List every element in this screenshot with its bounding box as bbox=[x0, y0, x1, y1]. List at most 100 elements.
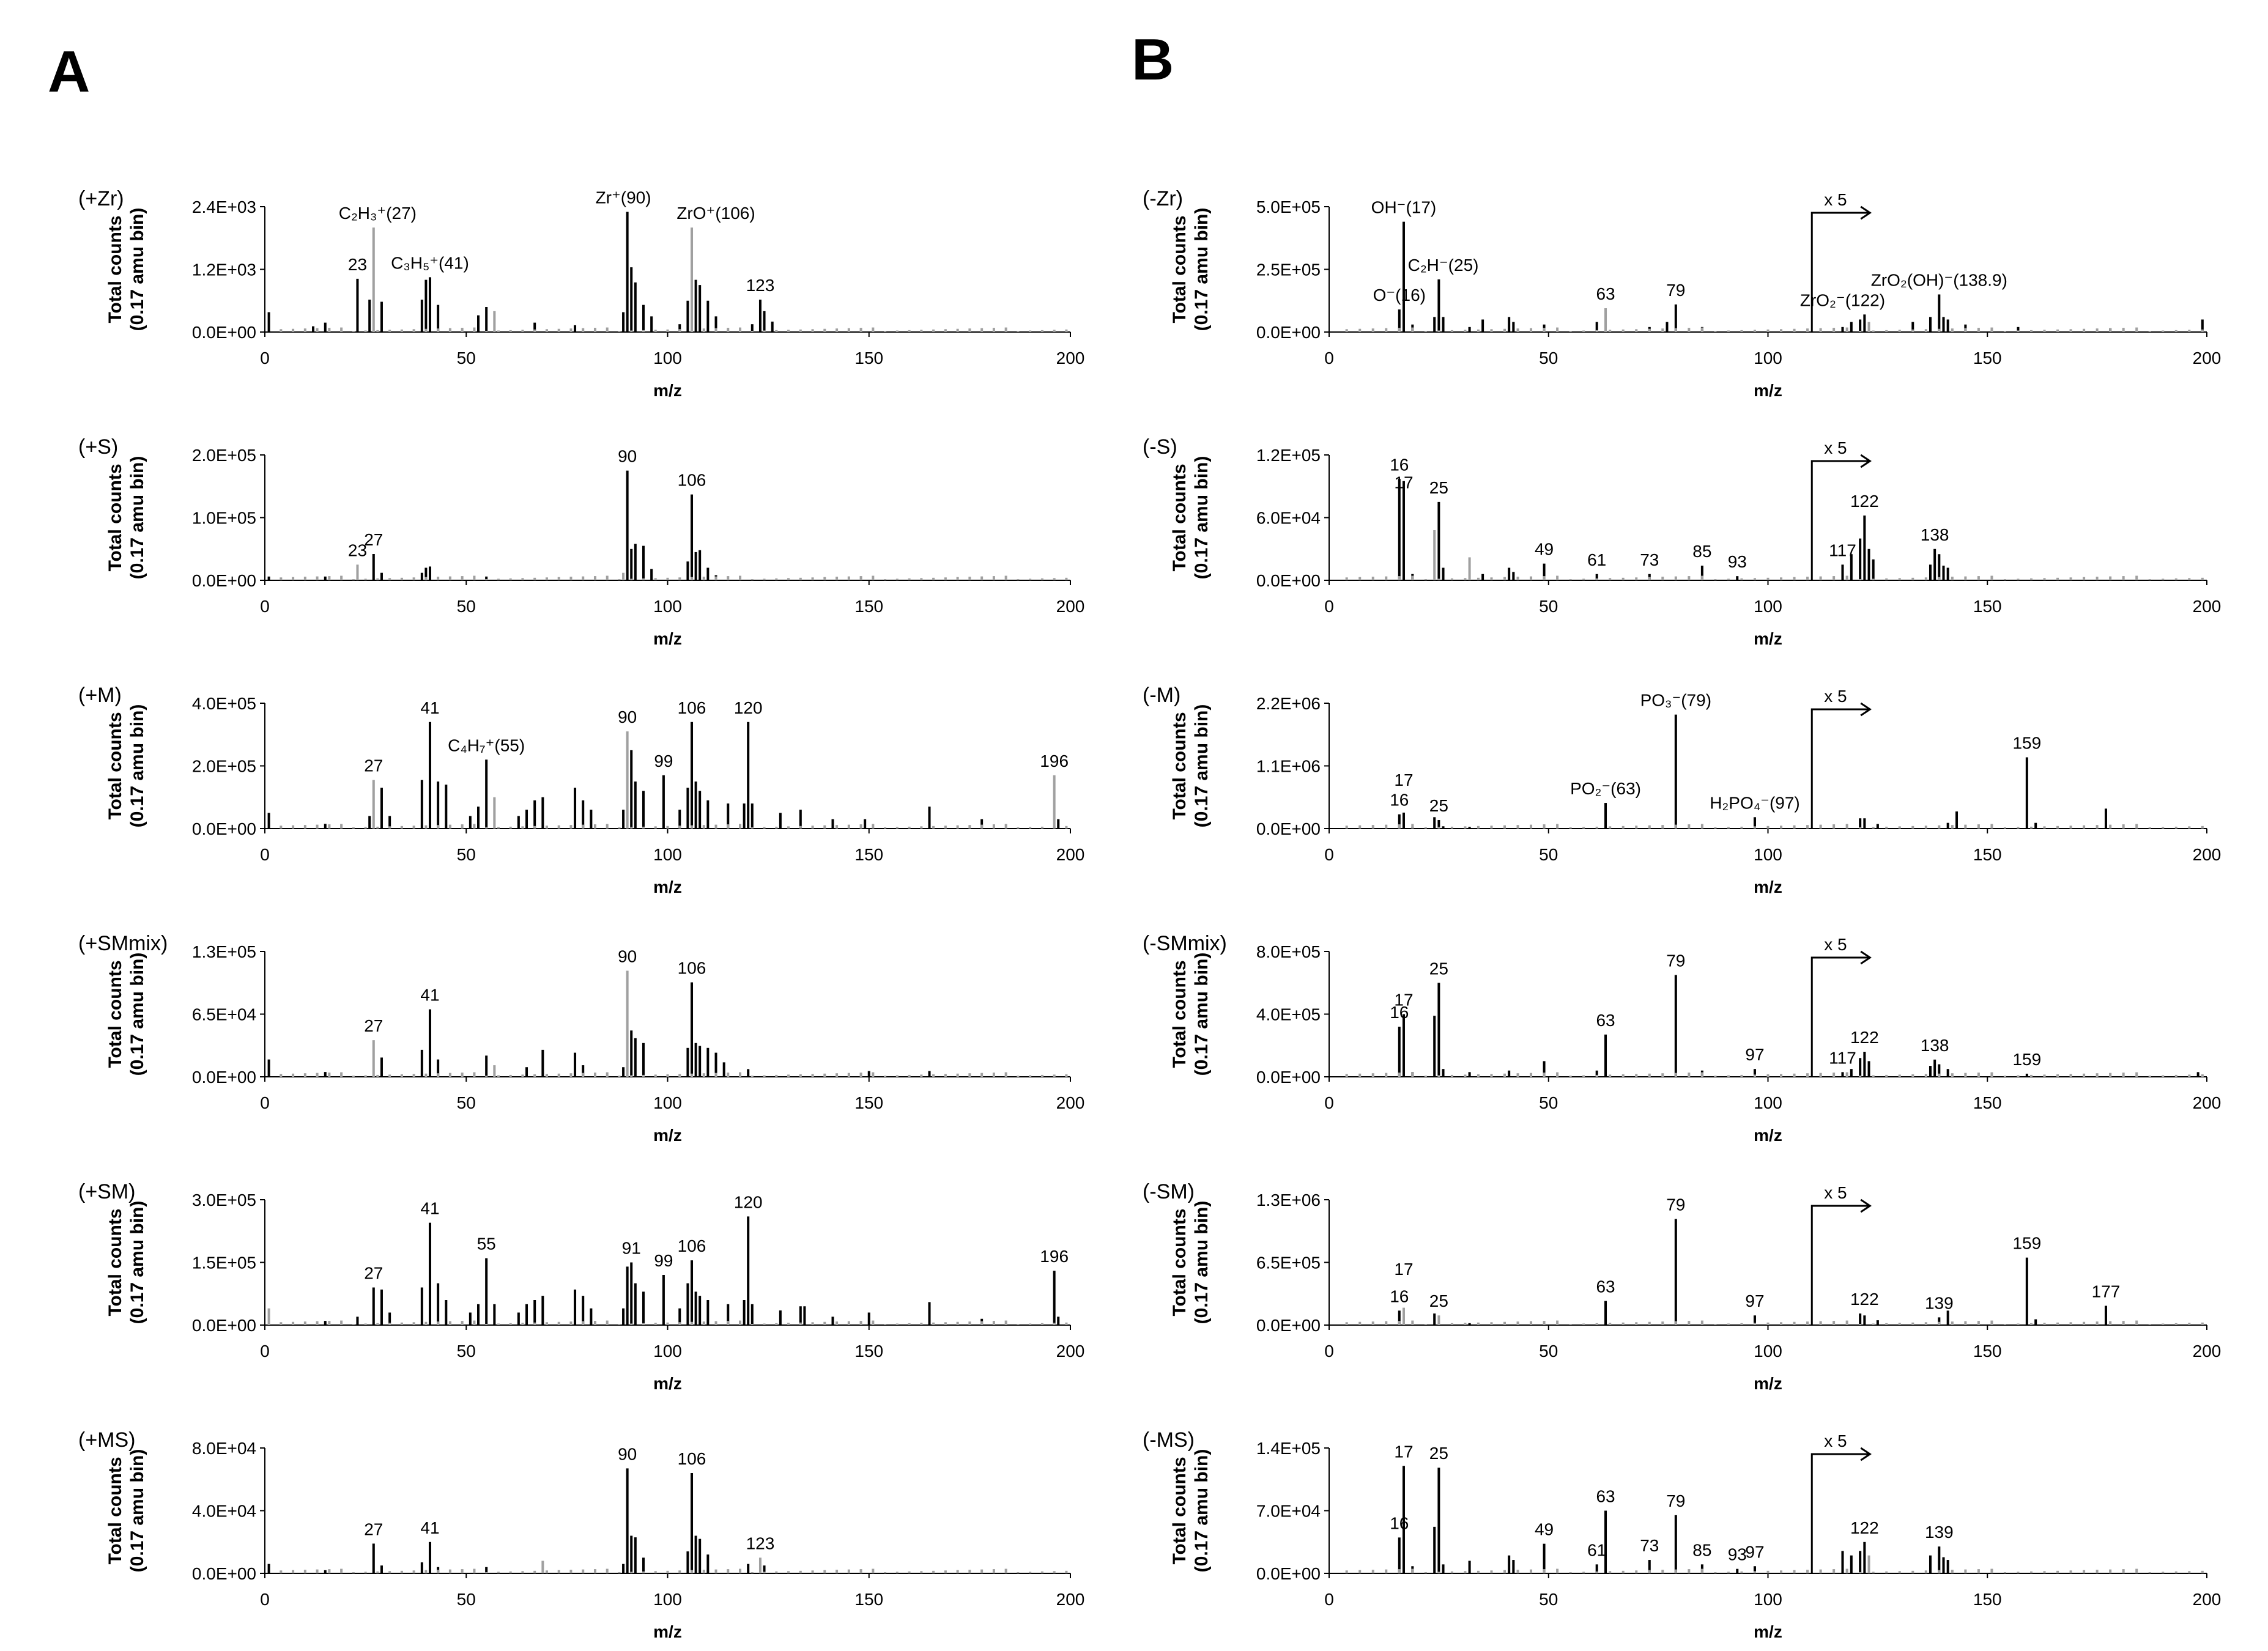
peak-label: 27 bbox=[364, 1264, 383, 1283]
peak-label: 122 bbox=[1850, 492, 1879, 511]
y-axis-label: Total counts (0.17 amu bin) bbox=[105, 953, 147, 1076]
x-tick-label: 200 bbox=[2193, 845, 2222, 864]
x-tick-label: 150 bbox=[854, 1342, 883, 1361]
spectrum-panel-b-3: (-M)Total counts (0.17 amu bin)0.0E+001.1… bbox=[1143, 684, 2221, 896]
zoom-factor-label: x 5 bbox=[1824, 1183, 1847, 1202]
x-tick-label: 50 bbox=[1539, 1590, 1558, 1609]
panel-tag: (-SMmix) bbox=[1143, 932, 1227, 955]
x-tick-label: 0 bbox=[1324, 845, 1334, 864]
peak-label: ZrO₂⁻(122) bbox=[1800, 290, 1885, 309]
x-tick-label: 50 bbox=[1539, 845, 1558, 864]
peak-label: 49 bbox=[1535, 540, 1554, 559]
x-tick-label: 150 bbox=[1973, 845, 2002, 864]
y-tick-label: 0.0E+00 bbox=[192, 819, 256, 838]
peak-label: 63 bbox=[1596, 1487, 1615, 1506]
peak-label: ZrO₂(OH)⁻(138.9) bbox=[1871, 271, 2007, 290]
peak-label: 17 bbox=[1394, 473, 1413, 492]
peak-label: 41 bbox=[420, 1199, 439, 1218]
y-tick-label: 0.0E+00 bbox=[192, 1564, 256, 1583]
x-tick-label: 100 bbox=[653, 845, 682, 864]
peak-label: 97 bbox=[1745, 1542, 1764, 1561]
y-tick-label: 1.5E+05 bbox=[192, 1254, 256, 1272]
y-tick-label: 0.0E+00 bbox=[1256, 323, 1321, 342]
zoom-factor-label: x 5 bbox=[1824, 687, 1847, 706]
peak-label: 55 bbox=[477, 1235, 496, 1254]
y-axis-label-line: Total counts bbox=[1169, 960, 1190, 1068]
peak-label: 90 bbox=[618, 947, 637, 966]
x-tick-label: 150 bbox=[1973, 1590, 2002, 1609]
x-tick-label: 200 bbox=[2193, 349, 2222, 368]
peak-label: 16 bbox=[1390, 791, 1409, 810]
y-axis-label-line: Total counts bbox=[1169, 464, 1190, 571]
zoom-marker-arrow bbox=[1810, 702, 1872, 829]
x-tick-label: 200 bbox=[2193, 1590, 2222, 1609]
x-tick-label: 50 bbox=[1539, 1342, 1558, 1361]
y-tick-label: 0.0E+00 bbox=[192, 323, 256, 342]
peak-label: PO₃⁻(79) bbox=[1640, 691, 1711, 710]
peak-label: 63 bbox=[1596, 1011, 1615, 1030]
peak-label: 16 bbox=[1390, 455, 1409, 474]
y-axis-label: Total counts (0.17 amu bin) bbox=[1169, 456, 1212, 580]
peak-label: 196 bbox=[1040, 752, 1069, 770]
x-tick-label: 0 bbox=[260, 597, 270, 616]
peak-label: 122 bbox=[1850, 1518, 1879, 1537]
peak-label: 106 bbox=[678, 1449, 706, 1468]
panel-tag: (-M) bbox=[1143, 684, 1180, 707]
y-axis-label-line: Total counts bbox=[1169, 215, 1190, 323]
zoom-marker-arrow bbox=[1810, 454, 1872, 580]
y-tick-label: 2.4E+03 bbox=[192, 198, 256, 216]
peak-label: 79 bbox=[1666, 281, 1685, 300]
y-axis-label-line: (0.17 amu bin) bbox=[1191, 1201, 1212, 1324]
x-tick-label: 50 bbox=[1539, 1093, 1558, 1112]
zoom-factor-label: x 5 bbox=[1824, 190, 1847, 209]
chart-grid: (+Zr)Total counts (0.17 amu bin)0.0E+001.… bbox=[78, 187, 2221, 1641]
x-tick-label: 0 bbox=[260, 349, 270, 368]
peak-label: 139 bbox=[1925, 1293, 1954, 1312]
peak-label: 23 bbox=[348, 541, 367, 560]
y-tick-label: 0.0E+00 bbox=[1256, 1564, 1321, 1583]
peak-label: 17 bbox=[1394, 1442, 1413, 1461]
spectrum-panel-b-1: (-Zr)Total counts (0.17 amu bin)0.0E+002.… bbox=[1143, 187, 2221, 400]
peak-label: 106 bbox=[678, 698, 706, 717]
peak-label: 25 bbox=[1429, 1291, 1448, 1310]
panel-tag: (-MS) bbox=[1143, 1428, 1195, 1452]
y-axis-label-line: (0.17 amu bin) bbox=[1191, 456, 1212, 580]
peak-label: C₂H⁻(25) bbox=[1408, 256, 1479, 275]
y-tick-label: 0.0E+00 bbox=[192, 1068, 256, 1087]
x-tick-label: 50 bbox=[1539, 597, 1558, 616]
x-axis-label: m/z bbox=[653, 1126, 682, 1145]
peak-label: 159 bbox=[2012, 1234, 2041, 1253]
y-tick-label: 4.0E+05 bbox=[1256, 1005, 1321, 1024]
y-tick-label: 0.0E+00 bbox=[192, 1316, 256, 1335]
x-tick-label: 50 bbox=[1539, 349, 1558, 368]
x-tick-label: 50 bbox=[457, 1093, 476, 1112]
y-tick-label: 0.0E+00 bbox=[1256, 1316, 1321, 1335]
x-tick-label: 50 bbox=[457, 1590, 476, 1609]
peak-label: 120 bbox=[734, 698, 763, 717]
panel-tag: (+SM) bbox=[78, 1180, 136, 1203]
peak-label: O⁻(16) bbox=[1373, 286, 1426, 305]
peak-label: 122 bbox=[1850, 1028, 1879, 1047]
peak-label: ZrO⁺(106) bbox=[676, 204, 755, 223]
y-tick-label: 1.3E+05 bbox=[192, 942, 256, 961]
y-axis-label: Total counts (0.17 amu bin) bbox=[105, 456, 147, 580]
x-tick-label: 100 bbox=[653, 349, 682, 368]
x-tick-label: 100 bbox=[1754, 1342, 1782, 1361]
peak-label: 41 bbox=[420, 1518, 439, 1537]
y-tick-label: 2.5E+05 bbox=[1256, 260, 1321, 279]
spectrum-panel-a-2: (+S)Total counts (0.17 amu bin)0.0E+001.0… bbox=[78, 435, 1084, 648]
y-tick-label: 8.0E+04 bbox=[192, 1439, 256, 1458]
x-tick-label: 0 bbox=[260, 1093, 270, 1112]
peak-label: 25 bbox=[1429, 959, 1448, 978]
peak-label: 90 bbox=[618, 1444, 637, 1463]
peak-label: 159 bbox=[2012, 734, 2041, 753]
y-axis-label-line: Total counts bbox=[105, 1208, 125, 1316]
x-tick-label: 100 bbox=[1754, 349, 1782, 368]
x-tick-label: 100 bbox=[1754, 597, 1782, 616]
y-tick-label: 0.0E+00 bbox=[1256, 571, 1321, 590]
y-axis-label-line: Total counts bbox=[105, 960, 125, 1068]
x-axis-label: m/z bbox=[1754, 381, 1782, 400]
y-axis-label: Total counts (0.17 amu bin) bbox=[1169, 208, 1212, 331]
y-axis-label: Total counts (0.17 amu bin) bbox=[105, 1449, 147, 1573]
x-tick-label: 100 bbox=[653, 597, 682, 616]
